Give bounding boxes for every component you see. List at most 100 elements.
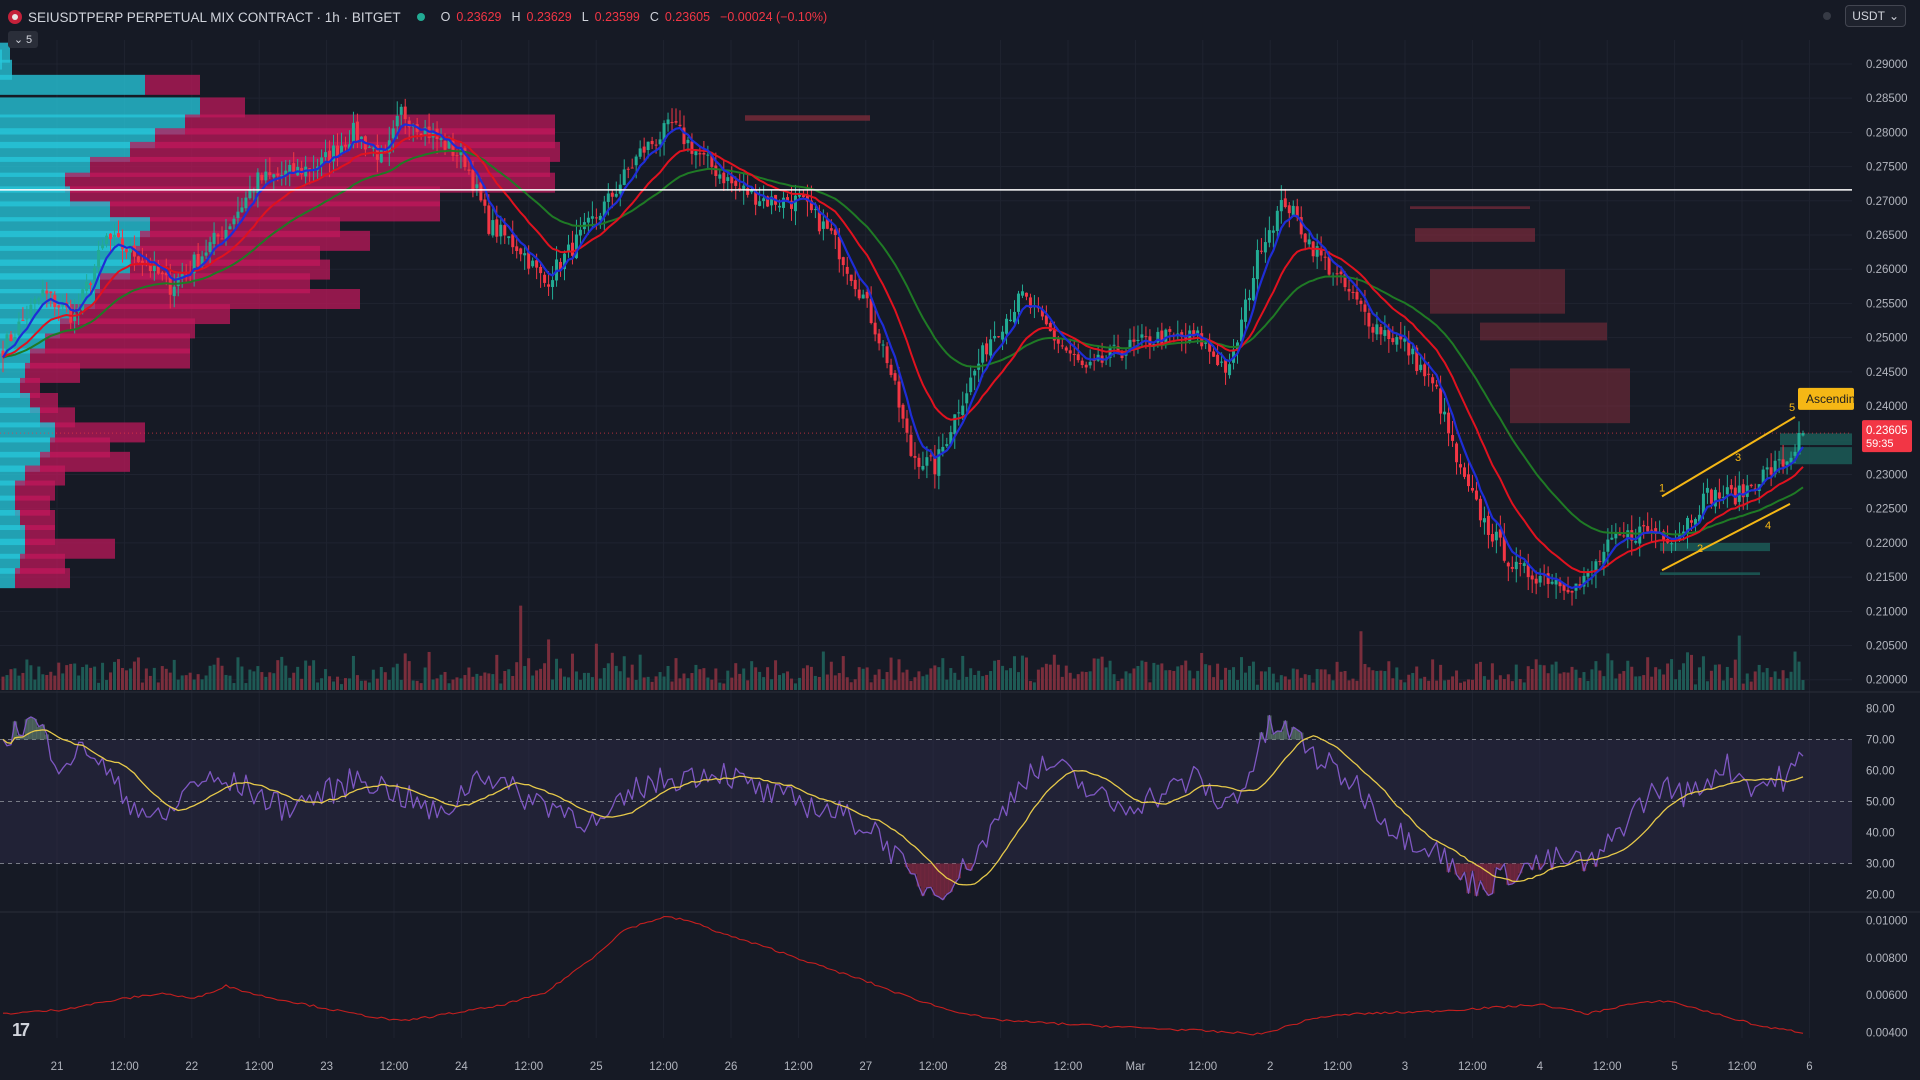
volume-bar bbox=[332, 681, 336, 690]
candle-up bbox=[1773, 460, 1777, 475]
volume-bar bbox=[1594, 661, 1598, 690]
candle-up bbox=[17, 321, 21, 336]
volume-bar bbox=[742, 668, 746, 690]
volume-bar bbox=[1486, 679, 1490, 690]
candle-up bbox=[614, 193, 618, 197]
volume-bar bbox=[1797, 661, 1801, 690]
candle-down bbox=[901, 404, 905, 419]
candle-up bbox=[228, 226, 232, 230]
volume-bar bbox=[1697, 667, 1701, 690]
candle-up bbox=[1128, 339, 1132, 351]
volume-bar bbox=[168, 672, 172, 690]
volume-bar bbox=[1674, 679, 1678, 690]
volume-bar bbox=[507, 669, 511, 690]
supply-demand-zone bbox=[745, 115, 870, 121]
volume-bar bbox=[1068, 672, 1072, 690]
volume-bar bbox=[710, 679, 714, 690]
channel-label-box bbox=[1798, 387, 1854, 410]
candle-up bbox=[1315, 246, 1319, 257]
candle-up bbox=[1634, 540, 1638, 543]
volume-bars bbox=[1, 605, 1805, 690]
volume-bar bbox=[351, 655, 355, 690]
volume-bar bbox=[375, 678, 379, 690]
volume-bar bbox=[455, 677, 459, 690]
candle-up bbox=[1009, 319, 1013, 322]
volume-bar bbox=[1291, 668, 1295, 690]
volume-bar bbox=[1315, 668, 1319, 690]
volume-bar bbox=[1009, 668, 1013, 690]
volume-bar bbox=[953, 672, 957, 690]
volume-bar bbox=[1765, 668, 1769, 690]
candle-up bbox=[758, 201, 762, 206]
volume-bar bbox=[1371, 670, 1375, 690]
candle-down bbox=[451, 140, 455, 156]
volume-bar bbox=[1514, 664, 1518, 690]
volume-bar bbox=[419, 683, 423, 690]
oscillator-tick-label: 0.00400 bbox=[1866, 1027, 1908, 1039]
volume-bar bbox=[634, 679, 638, 690]
volume-bar bbox=[324, 669, 328, 690]
volume-bar bbox=[654, 676, 658, 690]
candle-up bbox=[13, 337, 17, 339]
price-axis: 0.29000 0.28500 0.28000 0.27500 0.27000 0.265… bbox=[1862, 59, 1912, 1039]
candle-up bbox=[598, 215, 602, 221]
volume-bar bbox=[1116, 681, 1120, 690]
volume-bar bbox=[284, 665, 288, 690]
volume-bar bbox=[594, 643, 598, 690]
volume-bar bbox=[1076, 674, 1080, 690]
candle-up bbox=[1777, 459, 1781, 461]
candle-down bbox=[849, 274, 853, 281]
volume-bar bbox=[403, 653, 407, 690]
top-right-controls: USDT ⌄ bbox=[1823, 5, 1906, 27]
candle-down bbox=[1566, 589, 1570, 593]
volume-bar bbox=[738, 673, 742, 690]
volume-bar bbox=[29, 665, 33, 690]
candle-down bbox=[216, 234, 220, 237]
volume-bar bbox=[913, 677, 917, 690]
volume-bar bbox=[1216, 663, 1220, 690]
time-tick-label: 2 bbox=[1267, 1061, 1273, 1073]
volume-bar bbox=[415, 680, 419, 690]
candle-down bbox=[1455, 443, 1459, 463]
volume-bar bbox=[1224, 667, 1228, 690]
volume-bar bbox=[475, 673, 479, 690]
candle-down bbox=[479, 182, 483, 201]
symbol-title[interactable]: SEIUSDTPERP PERPETUAL MIX CONTRACT · 1h … bbox=[28, 9, 401, 25]
volume-bar bbox=[774, 660, 778, 690]
volume-bar bbox=[224, 674, 228, 690]
candle-down bbox=[511, 234, 515, 248]
candle-up bbox=[1670, 543, 1674, 545]
candle-up bbox=[797, 194, 801, 197]
currency-select[interactable]: USDT ⌄ bbox=[1845, 5, 1906, 27]
supply-demand-zone bbox=[1660, 572, 1760, 576]
settings-dot-icon[interactable] bbox=[1823, 12, 1832, 20]
volume-bar bbox=[132, 661, 136, 690]
volume-bar bbox=[89, 667, 93, 690]
candle-up bbox=[93, 267, 97, 288]
tradingview-logo-icon[interactable]: 17 bbox=[12, 1020, 30, 1040]
indicators-collapse-button[interactable]: ⌄ 5 bbox=[8, 31, 38, 48]
ohlc-close-value: 0.23605 bbox=[664, 10, 711, 24]
candle-down bbox=[455, 155, 459, 157]
volume-bar bbox=[1192, 678, 1196, 690]
volume-bar bbox=[881, 679, 885, 690]
volume-bar bbox=[1650, 676, 1654, 690]
candle-down bbox=[1518, 563, 1522, 565]
volume-bar bbox=[1132, 668, 1136, 690]
volume-bar bbox=[917, 671, 921, 690]
volume-bar bbox=[1447, 679, 1451, 690]
volume-bar bbox=[1689, 654, 1693, 690]
volume-bar bbox=[602, 667, 606, 690]
volume-bar bbox=[304, 660, 308, 690]
volume-bar bbox=[1307, 675, 1311, 690]
candle-up bbox=[200, 256, 204, 267]
candle-down bbox=[1498, 529, 1502, 538]
volume-bar bbox=[1526, 666, 1530, 690]
candle-down bbox=[463, 148, 467, 168]
volume-bar bbox=[1024, 657, 1028, 690]
candle-down bbox=[1040, 309, 1044, 317]
candle-up bbox=[475, 184, 479, 189]
volume-bar bbox=[248, 669, 252, 690]
volume-bar bbox=[136, 657, 140, 690]
